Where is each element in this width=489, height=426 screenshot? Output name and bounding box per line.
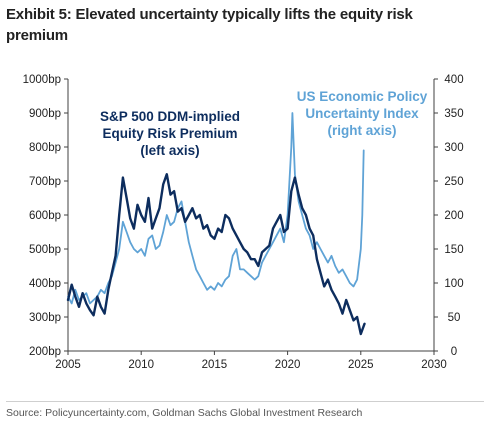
x-tick-label: 2030 <box>421 359 447 371</box>
erp-annotation-line: S&P 500 DDM-implied <box>100 109 240 124</box>
right-tick-label: 100 <box>444 278 463 290</box>
right-tick-label: 400 <box>444 74 463 86</box>
x-tick-label: 2010 <box>128 359 154 371</box>
left-tick-label: 500bp <box>29 244 61 256</box>
erp-annotation-line: Equity Risk Premium <box>102 126 237 141</box>
left-tick-label: 700bp <box>29 176 61 188</box>
right-tick-label: 200 <box>444 210 463 222</box>
x-tick-label: 2020 <box>275 359 301 371</box>
right-tick-label: 350 <box>444 108 463 120</box>
x-tick-label: 2005 <box>55 359 81 371</box>
right-tick-label: 250 <box>444 176 463 188</box>
epu-annotation-line: Uncertainty Index <box>305 106 419 121</box>
right-tick-label: 300 <box>444 142 463 154</box>
left-tick-label: 400bp <box>29 278 61 290</box>
left-tick-label: 800bp <box>29 142 61 154</box>
chart-annotations: S&P 500 DDM-implied Equity Risk Premium (l… <box>100 89 428 158</box>
left-tick-label: 900bp <box>29 108 61 120</box>
left-tick-label: 200bp <box>29 346 61 358</box>
left-tick-label: 600bp <box>29 210 61 222</box>
x-tick-label: 2015 <box>202 359 228 371</box>
epu-series-line <box>67 112 365 305</box>
right-tick-label: 150 <box>444 244 463 256</box>
left-tick-label: 300bp <box>29 312 61 324</box>
erp-series-line <box>66 172 366 336</box>
right-tick-label: 0 <box>451 346 457 358</box>
source-divider <box>6 401 484 402</box>
epu-annotation-line: (right axis) <box>327 123 396 138</box>
erp-annotation-line: (left axis) <box>140 143 199 158</box>
source-note: Source: Policyuncertainty.com, Goldman S… <box>6 407 363 419</box>
left-tick-label: 1000bp <box>23 74 61 86</box>
chart-axes: 200bp 300bp 400bp 500bp 600bp 700bp 800bp 900bp… <box>23 74 464 371</box>
chart-title: Exhibit 5: Elevated uncertainty typicall… <box>6 6 413 44</box>
chart-series <box>66 112 366 336</box>
epu-annotation-line: US Economic Policy <box>297 89 428 104</box>
x-tick-label: 2025 <box>348 359 374 371</box>
right-tick-label: 50 <box>448 312 461 324</box>
